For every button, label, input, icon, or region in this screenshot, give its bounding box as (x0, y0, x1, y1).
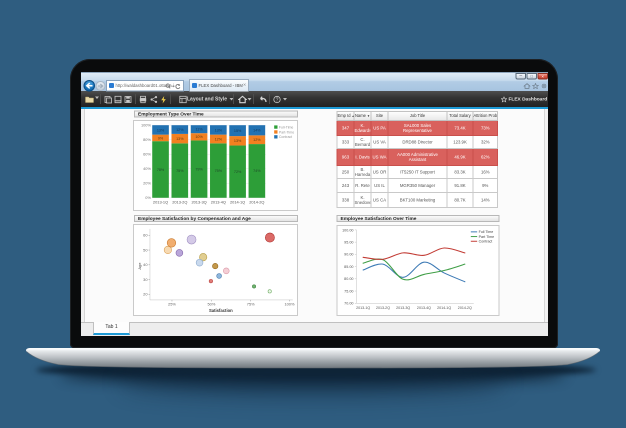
svg-text:2013-2Q: 2013-2Q (376, 306, 390, 310)
svg-text:13%: 13% (176, 137, 184, 141)
svg-text:Part Time: Part Time (479, 235, 494, 239)
svg-text:14%: 14% (253, 129, 261, 133)
svg-text:2013-3Q: 2013-3Q (396, 306, 410, 310)
svg-text:Part-Time: Part-Time (279, 130, 294, 134)
svg-text:75.00: 75.00 (344, 289, 353, 293)
svg-text:80.00: 80.00 (344, 277, 353, 281)
svg-text:40%: 40% (143, 166, 151, 171)
svg-text:60%: 60% (143, 152, 151, 157)
svg-text:25%: 25% (168, 302, 176, 307)
svg-text:80%: 80% (143, 137, 151, 142)
svg-text:75%: 75% (215, 169, 223, 173)
svg-text:40: 40 (143, 262, 148, 267)
svg-text:2014-1Q: 2014-1Q (437, 306, 451, 310)
svg-text:12%: 12% (215, 137, 223, 141)
svg-text:50: 50 (143, 247, 148, 252)
svg-text:0%: 0% (145, 195, 151, 200)
svg-text:100%: 100% (284, 302, 295, 307)
svg-text:90.00: 90.00 (344, 253, 353, 257)
svg-text:20: 20 (143, 292, 148, 297)
svg-text:2014-2Q: 2014-2Q (458, 306, 472, 310)
svg-text:85.00: 85.00 (344, 265, 353, 269)
svg-text:2013-3Q: 2013-3Q (191, 200, 206, 205)
svg-text:2014-2Q: 2014-2Q (249, 200, 264, 205)
svg-text:75%: 75% (176, 169, 184, 173)
svg-text:Contract: Contract (479, 240, 493, 244)
svg-text:Satisfaction: Satisfaction (209, 308, 233, 313)
svg-text:10%: 10% (195, 135, 203, 139)
svg-text:79%: 79% (195, 167, 203, 171)
svg-text:50%: 50% (207, 302, 215, 307)
svg-text:11%: 11% (195, 128, 203, 132)
svg-text:72%: 72% (234, 170, 242, 174)
svg-text:Age: Age (137, 263, 142, 270)
svg-text:60: 60 (143, 233, 148, 238)
svg-text:2013-4Q: 2013-4Q (417, 306, 431, 310)
svg-text:74%: 74% (253, 169, 261, 173)
svg-text:95.00: 95.00 (344, 241, 353, 245)
svg-text:20%: 20% (143, 181, 151, 186)
svg-text:9%: 9% (158, 136, 164, 140)
svg-text:12%: 12% (253, 138, 261, 142)
svg-text:2013-4Q: 2013-4Q (211, 200, 226, 205)
svg-text:12%: 12% (176, 128, 184, 132)
svg-text:2013-1Q: 2013-1Q (153, 200, 168, 205)
svg-text:2014-1Q: 2014-1Q (230, 200, 245, 205)
svg-text:2013-2Q: 2013-2Q (172, 200, 187, 205)
svg-text:Full-Time: Full-Time (279, 125, 294, 129)
svg-text:?: ? (276, 97, 279, 103)
svg-text:100.00: 100.00 (342, 228, 353, 232)
svg-text:Contract: Contract (279, 135, 292, 139)
svg-text:Full Time: Full Time (479, 230, 494, 234)
svg-text:75%: 75% (247, 302, 255, 307)
svg-text:13%: 13% (234, 139, 242, 143)
svg-text:13%: 13% (157, 128, 165, 132)
svg-text:70.00: 70.00 (344, 302, 353, 306)
svg-text:78%: 78% (157, 168, 165, 172)
svg-text:100%: 100% (141, 123, 152, 128)
svg-text:13%: 13% (215, 128, 223, 132)
svg-text:2013-1Q: 2013-1Q (356, 306, 370, 310)
svg-text:15%: 15% (234, 129, 242, 133)
svg-text:30: 30 (143, 277, 148, 282)
